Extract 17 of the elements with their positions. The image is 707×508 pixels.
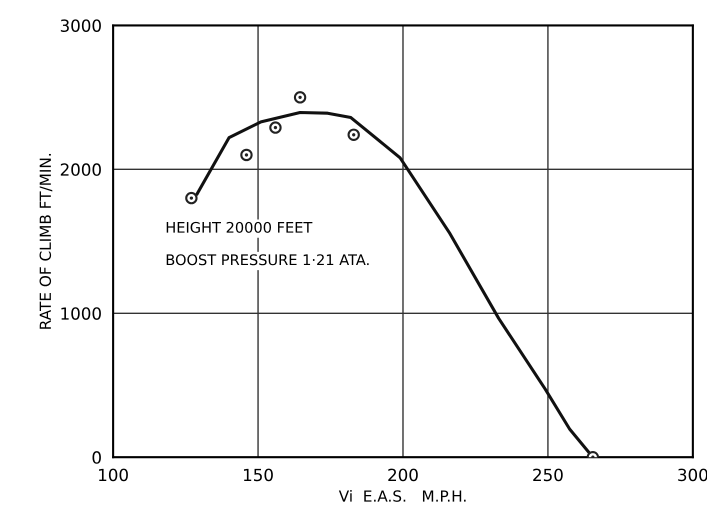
point bbox=[185, 192, 198, 204]
point bbox=[294, 91, 306, 104]
point bbox=[348, 128, 360, 141]
y-tick-label: 1000 bbox=[61, 307, 101, 320]
annotation: HEIGHT 20000 FEET bbox=[166, 222, 312, 233]
y-axis-title: RATE OF CLIMB FT/MIN. bbox=[40, 154, 52, 329]
x-tick-label: 150 bbox=[244, 468, 273, 482]
x-tick-label: 250 bbox=[533, 468, 563, 482]
y-tick-label: 3000 bbox=[60, 19, 101, 32]
point bbox=[269, 121, 282, 134]
y-tick-label: 2000 bbox=[60, 163, 101, 176]
x-axis-title: Vi E.A.S. M.P.H. bbox=[338, 490, 466, 502]
y-tick-label: 0 bbox=[92, 451, 101, 464]
x-tick-label: 200 bbox=[388, 468, 418, 482]
point bbox=[240, 148, 253, 162]
annotation: BOOST PRESSURE 1·21 ATA. bbox=[166, 254, 369, 266]
x-tick-label: 100 bbox=[99, 468, 128, 482]
